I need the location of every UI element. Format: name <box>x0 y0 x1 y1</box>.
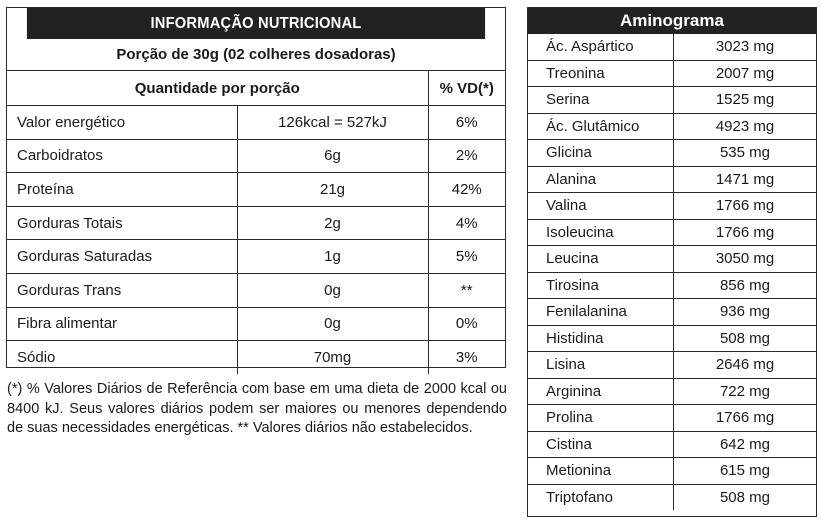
amino-acid-name: Leucina <box>528 245 674 273</box>
nutrient-name: Gorduras Totais <box>7 205 238 241</box>
nutrient-amount: 70mg <box>236 340 429 374</box>
amino-acid-value: 2646 mg <box>673 351 816 379</box>
nutrient-amount: 6g <box>236 138 429 174</box>
amino-acid-name: Arginina <box>528 377 674 405</box>
nutrient-vd: 3% <box>427 340 506 374</box>
amino-acid-name: Triptofano <box>528 483 674 510</box>
aminogram-row: Metionina 615 mg <box>528 457 816 485</box>
nutrient-amount: 126kcal = 527kJ <box>236 105 429 140</box>
nutrient-vd: 4% <box>427 205 506 241</box>
nutrient-name: Gorduras Saturadas <box>7 239 238 274</box>
amino-acid-name: Fenilalanina <box>528 298 674 326</box>
nutrient-vd: 0% <box>427 306 506 342</box>
aminogram-row: Histidina 508 mg <box>528 324 816 352</box>
header-quantity: Quantidade por porção <box>7 71 429 106</box>
aminogram-row: Fenilalanina 936 mg <box>528 298 816 326</box>
nutrient-amount: 1g <box>236 239 429 274</box>
amino-acid-value: 1766 mg <box>673 404 816 432</box>
aminogram-row: Glicina 535 mg <box>528 139 816 167</box>
nutrition-row: Valor energético 126kcal = 527kJ 6% <box>7 105 506 140</box>
aminogram-row: Ác. Glutâmico 4923 mg <box>528 112 816 140</box>
nutrition-row: Carboidratos 6g 2% <box>7 138 506 174</box>
nutrition-row: Proteína 21g 42% <box>7 172 506 207</box>
header-vd: % VD(*) <box>427 71 506 106</box>
amino-acid-value: 4923 mg <box>673 112 816 140</box>
nutrient-name: Carboidratos <box>7 138 238 174</box>
nutrition-rows: Valor energético 126kcal = 527kJ 6% Carboid… <box>7 105 506 374</box>
aminogram-row: Ác. Aspártico 3023 mg <box>528 34 816 61</box>
aminogram-row: Cistina 642 mg <box>528 430 816 458</box>
amino-acid-value: 936 mg <box>673 298 816 326</box>
nutrition-row: Fibra alimentar 0g 0% <box>7 306 506 342</box>
amino-acid-name: Isoleucina <box>528 218 674 246</box>
amino-acid-value: 508 mg <box>673 324 816 352</box>
nutrient-vd: ** <box>427 272 506 308</box>
amino-acid-name: Ác. Aspártico <box>528 34 674 61</box>
nutrient-name: Proteína <box>7 172 238 207</box>
amino-acid-name: Glicina <box>528 139 674 167</box>
aminogram-row: Serina 1525 mg <box>528 86 816 114</box>
aminogram-row: Alanina 1471 mg <box>528 165 816 193</box>
amino-acid-value: 508 mg <box>673 483 816 510</box>
aminogram-row: Triptofano 508 mg <box>528 483 816 510</box>
nutrient-vd: 5% <box>427 239 506 274</box>
amino-acid-name: Alanina <box>528 165 674 193</box>
amino-acid-value: 856 mg <box>673 271 816 299</box>
footnote: (*) % Valores Diários de Referência com … <box>7 381 507 436</box>
amino-acid-value: 642 mg <box>673 430 816 458</box>
nutrient-amount: 2g <box>236 205 429 241</box>
aminogram-row: Arginina 722 mg <box>528 377 816 405</box>
nutrition-row: Gorduras Saturadas 1g 5% <box>7 239 506 274</box>
amino-acid-value: 535 mg <box>673 139 816 167</box>
nutrition-title: INFORMAÇÃO NUTRICIONAL <box>26 8 486 39</box>
nutrient-vd: 6% <box>427 105 506 140</box>
portion-size: Porção de 30g (02 colheres dosadoras) <box>7 39 505 71</box>
amino-acid-name: Prolina <box>528 404 674 432</box>
nutrient-name: Gorduras Trans <box>7 272 238 308</box>
nutrient-name: Sódio <box>7 340 238 374</box>
amino-acid-name: Ác. Glutâmico <box>528 112 674 140</box>
amino-acid-name: Treonina <box>528 59 674 87</box>
amino-acid-value: 1766 mg <box>673 218 816 246</box>
amino-acid-value: 1525 mg <box>673 86 816 114</box>
nutrient-vd: 42% <box>427 172 506 207</box>
nutrient-amount: 0g <box>236 272 429 308</box>
aminogram-title: Aminograma <box>528 8 816 34</box>
aminogram-row: Prolina 1766 mg <box>528 404 816 432</box>
nutrition-row: Gorduras Totais 2g 4% <box>7 205 506 241</box>
aminogram-row: Leucina 3050 mg <box>528 245 816 273</box>
nutrient-amount: 0g <box>236 306 429 342</box>
amino-acid-value: 3023 mg <box>673 34 816 61</box>
nutrition-header-row: Quantidade por porção % VD(*) <box>7 71 506 106</box>
aminogram-grid: Ác. Aspártico 3023 mg Treonina 2007 mg Serin… <box>528 34 816 510</box>
aminogram-table: Aminograma Ác. Aspártico 3023 mg Treonina 2… <box>527 7 817 517</box>
nutrient-name: Fibra alimentar <box>7 306 238 342</box>
amino-acid-name: Histidina <box>528 324 674 352</box>
nutrition-facts-table: INFORMAÇÃO NUTRICIONAL Porção de 30g (02… <box>6 7 506 374</box>
nutrition-grid: Quantidade por porção % VD(*) Valor ener… <box>7 71 506 374</box>
amino-acid-value: 1471 mg <box>673 165 816 193</box>
amino-acid-name: Lisina <box>528 351 674 379</box>
nutrition-row: Sódio 70mg 3% <box>7 340 506 374</box>
amino-acid-name: Valina <box>528 192 674 220</box>
aminogram-row: Isoleucina 1766 mg <box>528 218 816 246</box>
aminogram-rows: Ác. Aspártico 3023 mg Treonina 2007 mg Serin… <box>528 34 816 510</box>
nutrient-amount: 21g <box>236 172 429 207</box>
aminogram-row: Valina 1766 mg <box>528 192 816 220</box>
nutrient-name: Valor energético <box>7 105 238 140</box>
amino-acid-value: 3050 mg <box>673 245 816 273</box>
aminogram-row: Tirosina 856 mg <box>528 271 816 299</box>
aminogram-row: Lisina 2646 mg <box>528 351 816 379</box>
amino-acid-name: Tirosina <box>528 271 674 299</box>
amino-acid-name: Serina <box>528 86 674 114</box>
nutrient-vd: 2% <box>427 138 506 174</box>
amino-acid-name: Cistina <box>528 430 674 458</box>
amino-acid-name: Metionina <box>528 457 674 485</box>
nutrition-row: Gorduras Trans 0g ** <box>7 272 506 308</box>
amino-acid-value: 615 mg <box>673 457 816 485</box>
amino-acid-value: 2007 mg <box>673 59 816 87</box>
amino-acid-value: 722 mg <box>673 377 816 405</box>
amino-acid-value: 1766 mg <box>673 192 816 220</box>
aminogram-row: Treonina 2007 mg <box>528 59 816 87</box>
